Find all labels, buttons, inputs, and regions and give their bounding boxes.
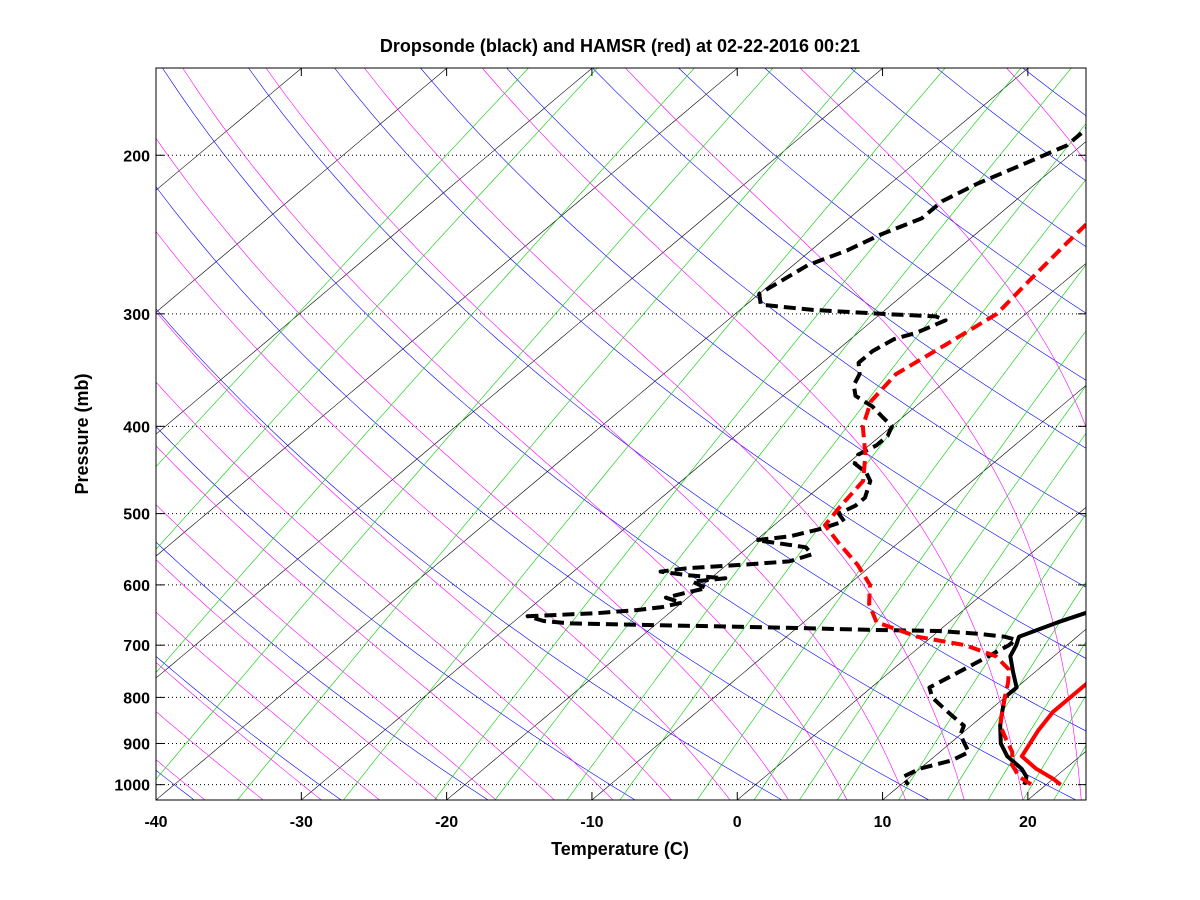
y-tick-label: 500: [123, 507, 150, 524]
mixing-ratio-line: [696, 264, 1086, 800]
mixing-ratio-line: [156, 68, 529, 468]
dry-adiabat-line: [334, 68, 1086, 659]
x-tick-label: 20: [1019, 814, 1037, 831]
x-tick-label: -40: [144, 814, 167, 831]
moist-adiabat-line: [156, 711, 264, 800]
mixing-ratio-line: [237, 68, 857, 800]
isotherm-line: [0, 43, 41, 808]
mixing-ratio-line: [987, 641, 1086, 800]
mixing-ratio-line: [753, 330, 1086, 800]
y-tick-label: 700: [123, 638, 150, 655]
isotherm-line: [736, 506, 1086, 800]
y-tick-label: 800: [123, 690, 150, 707]
mixing-ratio-line: [1145, 68, 1200, 807]
x-tick-label: -20: [435, 814, 458, 831]
series-line-4: [823, 221, 1086, 787]
x-tick-label: -10: [580, 814, 603, 831]
plot-frame: [155, 67, 1087, 801]
chart-title: Dropsonde (black) and HAMSR (red) at 02-…: [380, 36, 860, 56]
dry-adiabat-line: [678, 68, 1086, 381]
dry-adiabat-line: [1160, 43, 1200, 808]
y-tick-label: 1000: [114, 778, 150, 795]
isotherm-line: [156, 68, 884, 679]
moist-adiabat-line: [156, 504, 497, 800]
y-tick-label: 300: [123, 307, 150, 324]
y-tick-label: 400: [123, 419, 150, 436]
x-tick-label: 0: [733, 814, 742, 831]
dry-adiabat-line: [156, 655, 342, 800]
mixing-ratio-line: [1053, 744, 1086, 800]
mixing-ratio-line: [947, 581, 1086, 800]
dry-adiabat-line: [506, 68, 1086, 518]
mixing-ratio-line: [619, 178, 1086, 800]
dry-adiabat-line: [420, 68, 1086, 588]
dry-adiabat-line: [0, 43, 56, 808]
y-tick-label: 200: [123, 148, 150, 165]
y-tick-label: 900: [123, 736, 150, 753]
x-axis-label: Temperature (C): [551, 839, 689, 859]
moist-adiabat-line: [156, 559, 439, 800]
y-tick-label: 600: [123, 578, 150, 595]
data-series: [525, 126, 1086, 787]
mixing-ratio-line: [1022, 695, 1086, 800]
y-axis-ticks: 200 300 400 500 600 700 800 900 1000: [114, 148, 1086, 795]
mixing-ratio-line: [156, 68, 695, 673]
background-lines: [0, 43, 1200, 808]
mixing-ratio-line: [434, 68, 1022, 800]
x-tick-label: -30: [290, 814, 313, 831]
y-axis-label: Pressure (mb): [72, 373, 92, 494]
dry-adiabat-line: [156, 541, 489, 800]
mixing-ratio-line: [156, 68, 774, 780]
series-line-3: [1019, 681, 1086, 787]
moist-adiabat-line: [156, 662, 322, 800]
isotherm-line: [156, 68, 1029, 800]
mixing-ratio-line: [898, 513, 1086, 800]
mixing-ratio-line: [799, 385, 1086, 800]
moist-adiabat-line: [481, 68, 1024, 800]
mixing-ratio-line: [494, 68, 1072, 800]
dry-adiabat-line: [1076, 43, 1200, 808]
mixing-ratio-line: [836, 432, 1086, 800]
isotherm-line: [591, 384, 1086, 800]
mixing-ratio-line: [1183, 68, 1200, 807]
mixing-ratio-line: [343, 68, 946, 800]
mixing-ratio-line: [156, 68, 598, 550]
isotherm-line: [882, 628, 1086, 800]
moist-adiabat-line: [156, 445, 555, 800]
plot-background: [156, 68, 1086, 800]
dry-adiabat-line: [156, 426, 636, 800]
dry-adiabat-line: [156, 186, 930, 800]
dry-adiabat-line: [156, 308, 783, 800]
moist-adiabat-line: [799, 68, 1086, 428]
pressure-gridlines: [156, 154, 1086, 786]
x-axis-ticks: -40 -30 -20 -10 0 10 20: [144, 68, 1037, 831]
mixing-ratio-line: [566, 123, 1086, 800]
moist-adiabat-line: [364, 68, 965, 800]
isotherm-line: [156, 68, 593, 435]
mixing-ratio-line: [1102, 68, 1200, 807]
isotherm-line: [156, 68, 739, 557]
dry-adiabat-line: [248, 68, 1086, 732]
isotherm-line: [1164, 43, 1200, 808]
series-line-1: [998, 610, 1086, 786]
x-tick-label: 10: [874, 814, 892, 831]
moist-adiabat-line: [156, 611, 380, 800]
